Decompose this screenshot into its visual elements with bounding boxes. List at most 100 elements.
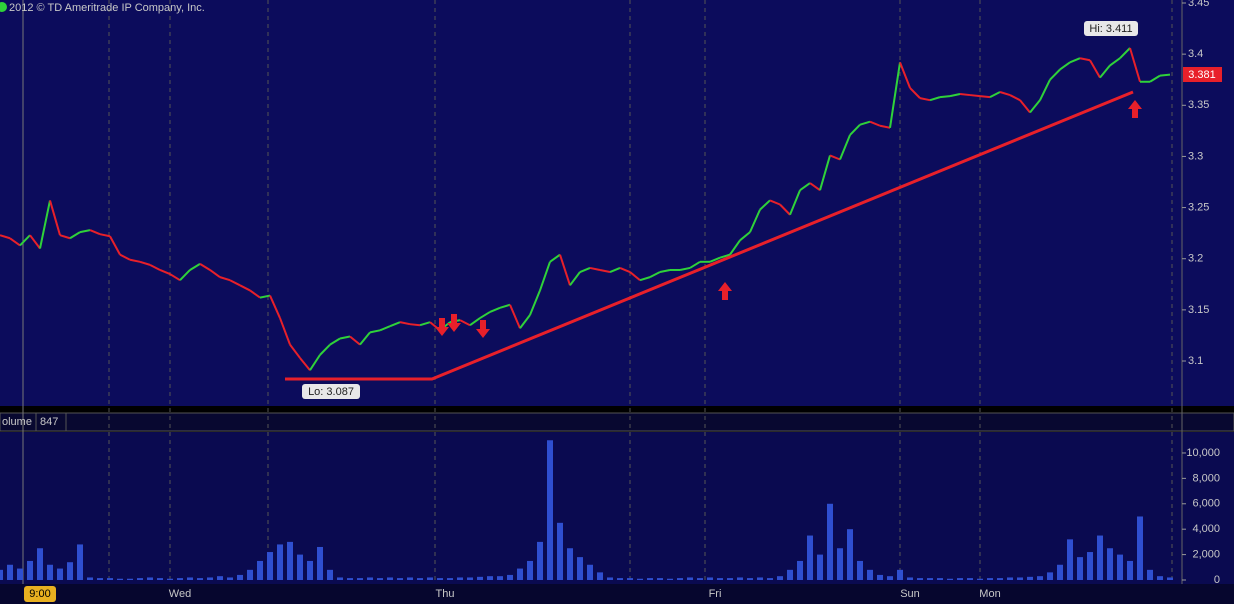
volume-bar — [7, 564, 13, 580]
volume-bar — [887, 576, 893, 580]
volume-last: 847 — [40, 416, 58, 428]
volume-bar — [217, 576, 223, 580]
price-segment — [809, 182, 821, 192]
volume-bar — [747, 578, 753, 580]
price-segment — [829, 154, 841, 161]
price-segment — [849, 124, 861, 136]
price-segment — [1009, 94, 1021, 102]
price-segment — [1119, 47, 1131, 59]
price-segment — [279, 317, 291, 346]
price-segment — [519, 314, 531, 329]
price-segment — [189, 262, 201, 271]
last-label: 3.381 — [1188, 69, 1216, 81]
volume-bar — [947, 578, 953, 580]
volume-bar — [487, 576, 493, 580]
price-segment — [619, 267, 631, 273]
price-segment — [209, 269, 221, 278]
x-tick-label: Thu — [436, 588, 455, 600]
volume-bar — [417, 578, 423, 580]
volume-bar — [967, 578, 973, 580]
price-segment — [1159, 73, 1171, 77]
volume-bar — [1057, 564, 1063, 580]
hi-label: Hi: 3.411 — [1089, 23, 1132, 35]
volume-bar — [267, 552, 273, 580]
volume-bar — [117, 578, 123, 580]
volume-bar — [407, 577, 413, 580]
price-segment — [39, 200, 51, 249]
price-segment — [839, 134, 851, 160]
price-segment — [859, 120, 871, 126]
price-segment — [229, 279, 241, 287]
price-segment — [1079, 57, 1091, 62]
price-segment — [869, 120, 881, 127]
volume-bar — [457, 577, 463, 580]
volume-bar — [307, 560, 313, 580]
price-segment — [289, 344, 301, 359]
price-segment — [29, 234, 41, 250]
volume-bar — [657, 578, 663, 580]
price-segment — [359, 331, 371, 346]
volume-bar — [1007, 577, 1013, 580]
volume-bar — [237, 574, 243, 580]
price-segment — [139, 260, 151, 266]
volume-bar — [1017, 577, 1023, 580]
volume-bar — [537, 541, 543, 580]
volume-bar — [327, 569, 333, 580]
trend-line — [285, 90, 1134, 381]
volume-bar — [1027, 576, 1033, 580]
price-segment — [539, 261, 551, 291]
time-strip — [0, 584, 1234, 604]
price-segment — [0, 234, 11, 240]
price-segment — [149, 263, 161, 271]
copyright: 2012 © TD Ameritrade IP Company, Inc. — [9, 2, 205, 14]
volume-bar — [847, 529, 853, 580]
y-tick-label: 2,000 — [1192, 548, 1220, 560]
price-segment — [649, 271, 661, 279]
y-tick-label: 6,000 — [1192, 498, 1220, 510]
volume-title: olume — [2, 416, 32, 428]
volume-bar — [737, 577, 743, 580]
price-segment — [169, 273, 181, 282]
price-segment — [339, 335, 351, 340]
price-segment — [1069, 57, 1081, 64]
down-arrow — [476, 320, 490, 338]
volume-bar — [37, 548, 43, 580]
volume-bar — [1037, 576, 1043, 580]
price-segment — [69, 231, 81, 240]
price-segment — [799, 182, 811, 192]
volume-bar — [987, 578, 993, 580]
price-segment — [929, 96, 941, 102]
price-segment — [269, 295, 281, 319]
volume-header — [0, 412, 1234, 432]
price-segment — [9, 237, 21, 247]
price-segment — [1049, 68, 1061, 81]
volume-bar — [907, 577, 913, 580]
price-segment — [969, 94, 981, 98]
price-segment — [819, 155, 831, 191]
price-segment — [129, 258, 141, 263]
volume-bar — [1167, 577, 1173, 580]
volume-bar — [357, 578, 363, 580]
volume-bar — [97, 578, 103, 580]
price-segment — [239, 284, 251, 292]
price-segment — [949, 93, 961, 98]
volume-bar — [607, 577, 613, 580]
volume-bar — [337, 577, 343, 580]
volume-bar — [77, 544, 83, 580]
price-segment — [469, 317, 481, 327]
volume-bar — [787, 569, 793, 580]
volume-bar — [977, 578, 983, 580]
volume-bar — [1127, 560, 1133, 580]
x-tick-label: 9:00 — [29, 588, 50, 600]
volume-bar — [247, 569, 253, 580]
down-arrow — [447, 314, 461, 332]
price-segment — [299, 357, 311, 371]
price-segment — [719, 253, 731, 259]
price-segment — [589, 266, 601, 271]
volume-bar — [837, 548, 843, 580]
price-segment — [679, 266, 691, 271]
price-segment — [1059, 61, 1071, 71]
panel-gap — [0, 406, 1234, 414]
volume-bar — [777, 576, 783, 580]
